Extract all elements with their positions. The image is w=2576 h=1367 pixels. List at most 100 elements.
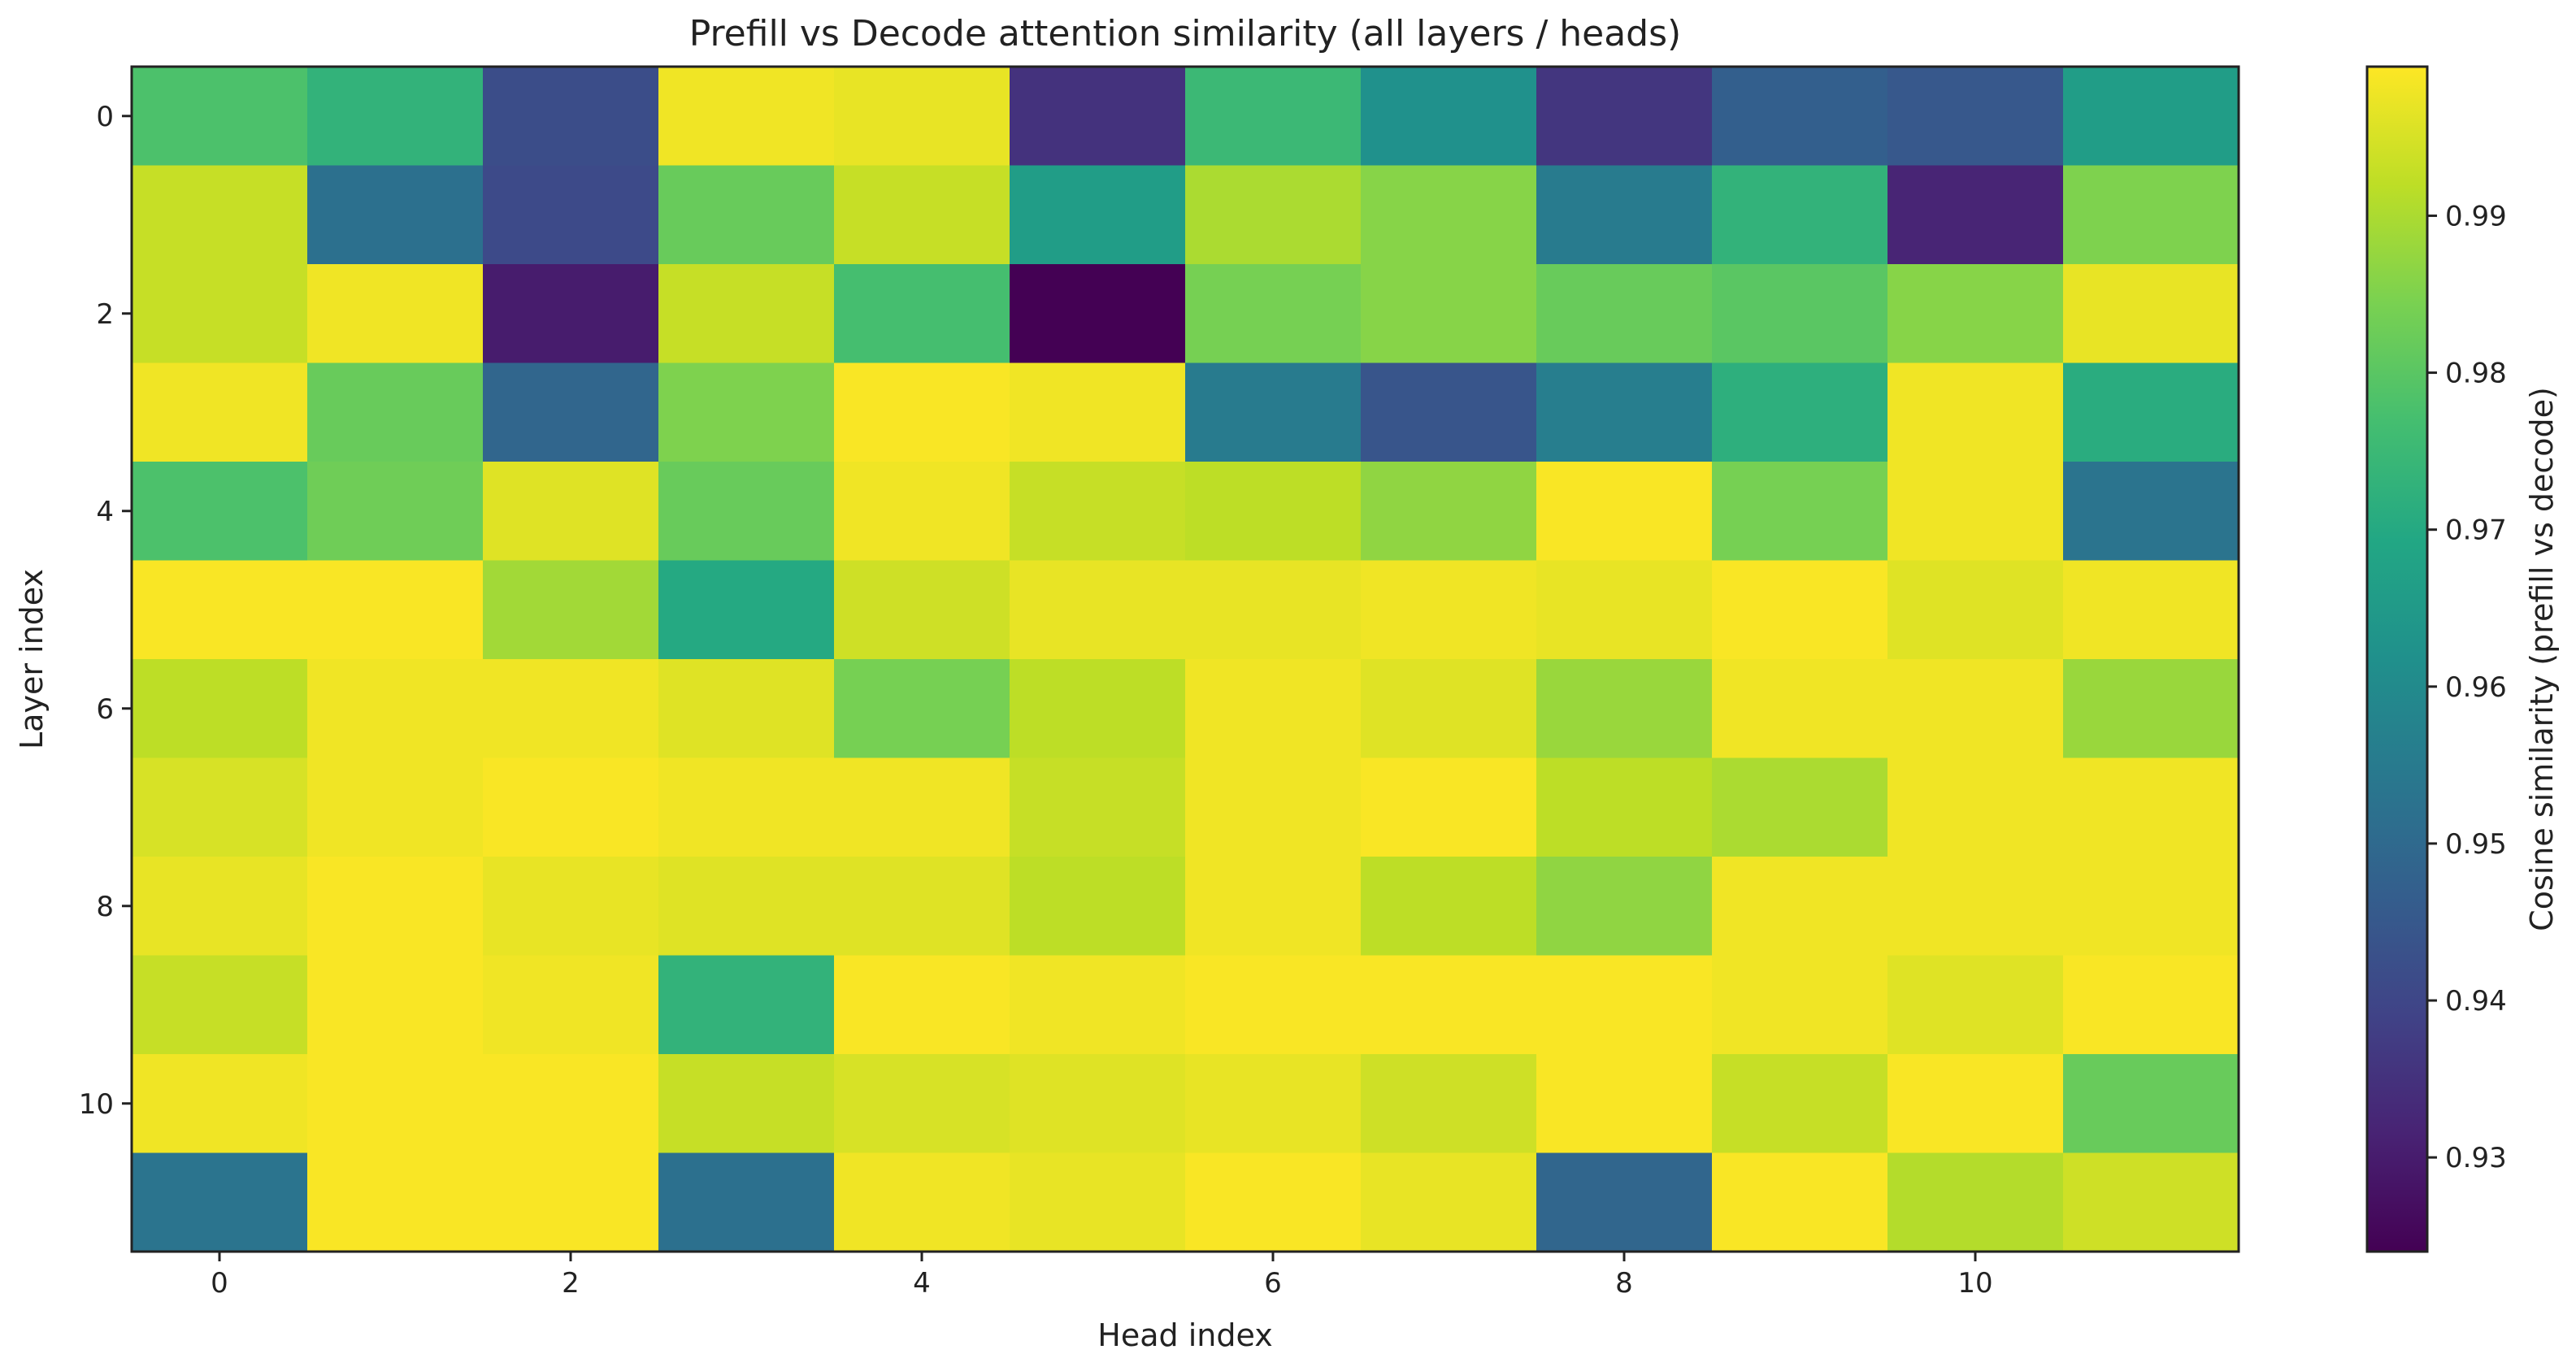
heatmap-cell-l2-h11 [2063, 264, 2239, 364]
heatmap-cell-l4-h7 [1361, 462, 1537, 562]
heatmap-cell-l3-h8 [1536, 362, 1713, 462]
heatmap-cell-l6-h0 [132, 659, 308, 759]
y-tick-label: 8 [96, 891, 114, 923]
heatmap-cell-l6-h11 [2063, 659, 2239, 759]
heatmap-cell-l3-h9 [1712, 362, 1888, 462]
heatmap-cell-l4-h9 [1712, 462, 1888, 562]
heatmap-cell-l0-h5 [1010, 67, 1186, 167]
heatmap-cell-l7-h9 [1712, 757, 1888, 857]
heatmap-cell-l6-h1 [307, 659, 484, 759]
colorbar-tick-label: 0.95 [2445, 828, 2507, 861]
heatmap-cell-l1-h1 [307, 165, 484, 265]
heatmap-cell-l5-h7 [1361, 560, 1537, 660]
heatmap-cell-l0-h6 [1185, 67, 1362, 167]
heatmap-cell-l5-h0 [132, 560, 308, 660]
heatmap-cell-l7-h1 [307, 757, 484, 857]
y-axis-ticks: 0 2 4 6 8 10 [79, 101, 132, 1121]
heatmap-cell-l10-h1 [307, 1054, 484, 1154]
colorbar-label: Cosine similarity (prefill vs decode) [2524, 387, 2560, 931]
heatmap-cell-l5-h6 [1185, 560, 1362, 660]
heatmap-cell-l7-h5 [1010, 757, 1186, 857]
y-tick-label: 4 [96, 496, 114, 528]
heatmap-cell-l0-h10 [1887, 67, 2064, 167]
heatmap-cell-l11-h4 [834, 1152, 1010, 1252]
heatmap-cell-l6-h4 [834, 659, 1010, 759]
colorbar-ticks: 0.93 0.94 0.95 0.96 0.97 0.98 0.99 [2427, 200, 2507, 1174]
heatmap-cell-l9-h0 [132, 955, 308, 1055]
x-tick-label: 0 [211, 1267, 228, 1300]
heatmap-cell-l3-h4 [834, 362, 1010, 462]
heatmap-cell-l6-h8 [1536, 659, 1713, 759]
heatmap-cell-l6-h2 [483, 659, 659, 759]
heatmap-cell-l10-h11 [2063, 1054, 2239, 1154]
colorbar-tick-label: 0.94 [2445, 985, 2507, 1018]
heatmap-cell-l4-h1 [307, 462, 484, 562]
heatmap-cell-l0-h3 [658, 67, 835, 167]
x-tick-label: 4 [913, 1267, 931, 1300]
heatmap-cell-l1-h6 [1185, 165, 1362, 265]
x-tick-label: 2 [562, 1267, 580, 1300]
heatmap-cell-l8-h8 [1536, 857, 1713, 957]
heatmap-cell-l3-h6 [1185, 362, 1362, 462]
heatmap-cell-l2-h8 [1536, 264, 1713, 364]
heatmap-cell-l4-h2 [483, 462, 659, 562]
heatmap-cell-l11-h1 [307, 1152, 484, 1252]
heatmap-cell-l7-h8 [1536, 757, 1713, 857]
heatmap-cell-l8-h4 [834, 857, 1010, 957]
heatmap-cell-l10-h4 [834, 1054, 1010, 1154]
colorbar-tick-label: 0.96 [2445, 671, 2507, 704]
heatmap-cell-l11-h11 [2063, 1152, 2239, 1252]
heatmap-cell-l3-h1 [307, 362, 484, 462]
heatmap-cell-l9-h11 [2063, 955, 2239, 1055]
x-axis-ticks: 0 2 4 6 8 10 [211, 1252, 1993, 1300]
heatmap-cell-l8-h2 [483, 857, 659, 957]
heatmap-cell-l11-h10 [1887, 1152, 2064, 1252]
heatmap-cell-l2-h10 [1887, 264, 2064, 364]
heatmap-cell-l4-h5 [1010, 462, 1186, 562]
heatmap-cell-l8-h1 [307, 857, 484, 957]
heatmap-cell-l5-h8 [1536, 560, 1713, 660]
heatmap-cell-l0-h4 [834, 67, 1010, 167]
colorbar [2365, 65, 2429, 1253]
heatmap-cell-l1-h10 [1887, 165, 2064, 265]
heatmap-cell-l11-h5 [1010, 1152, 1186, 1252]
heatmap-cell-l10-h2 [483, 1054, 659, 1154]
heatmap-cell-l10-h6 [1185, 1054, 1362, 1154]
heatmap-cell-l0-h7 [1361, 67, 1537, 167]
heatmap-cell-l1-h0 [132, 165, 308, 265]
heatmap-cell-l9-h2 [483, 955, 659, 1055]
heatmap-cell-l1-h5 [1010, 165, 1186, 265]
heatmap-cell-l7-h11 [2063, 757, 2239, 857]
heatmap-cell-l8-h11 [2063, 857, 2239, 957]
heatmap-cell-l6-h9 [1712, 659, 1888, 759]
heatmap-cell-l5-h4 [834, 560, 1010, 660]
heatmap-cell-l7-h0 [132, 757, 308, 857]
heatmap-cell-l5-h3 [658, 560, 835, 660]
heatmap-cell-l0-h11 [2063, 67, 2239, 167]
heatmap-cell-l1-h8 [1536, 165, 1713, 265]
heatmap-cell-l9-h9 [1712, 955, 1888, 1055]
heatmap-cell-l0-h9 [1712, 67, 1888, 167]
heatmap-cell-l10-h7 [1361, 1054, 1537, 1154]
heatmap-cell-l9-h10 [1887, 955, 2064, 1055]
heatmap-cell-l10-h10 [1887, 1054, 2064, 1154]
heatmap-cell-l1-h2 [483, 165, 659, 265]
x-tick-label: 8 [1615, 1267, 1633, 1300]
heatmap-cell-l9-h8 [1536, 955, 1713, 1055]
heatmap-cell-l6-h3 [658, 659, 835, 759]
heatmap-cell-l0-h8 [1536, 67, 1713, 167]
heatmap-cell-l4-h3 [658, 462, 835, 562]
heatmap-cell-l3-h10 [1887, 362, 2064, 462]
heatmap-cell-l4-h8 [1536, 462, 1713, 562]
heatmap-cell-l5-h11 [2063, 560, 2239, 660]
heatmap-cell-l6-h10 [1887, 659, 2064, 759]
heatmap-cell-l3-h0 [132, 362, 308, 462]
heatmap-cell-l11-h9 [1712, 1152, 1888, 1252]
heatmap-cell-l0-h0 [132, 67, 308, 167]
heatmap-cell-l4-h6 [1185, 462, 1362, 562]
heatmap-cell-l2-h6 [1185, 264, 1362, 364]
heatmap-cell-l1-h3 [658, 165, 835, 265]
heatmap-cell-l3-h2 [483, 362, 659, 462]
heatmap-cell-l11-h0 [132, 1152, 308, 1252]
